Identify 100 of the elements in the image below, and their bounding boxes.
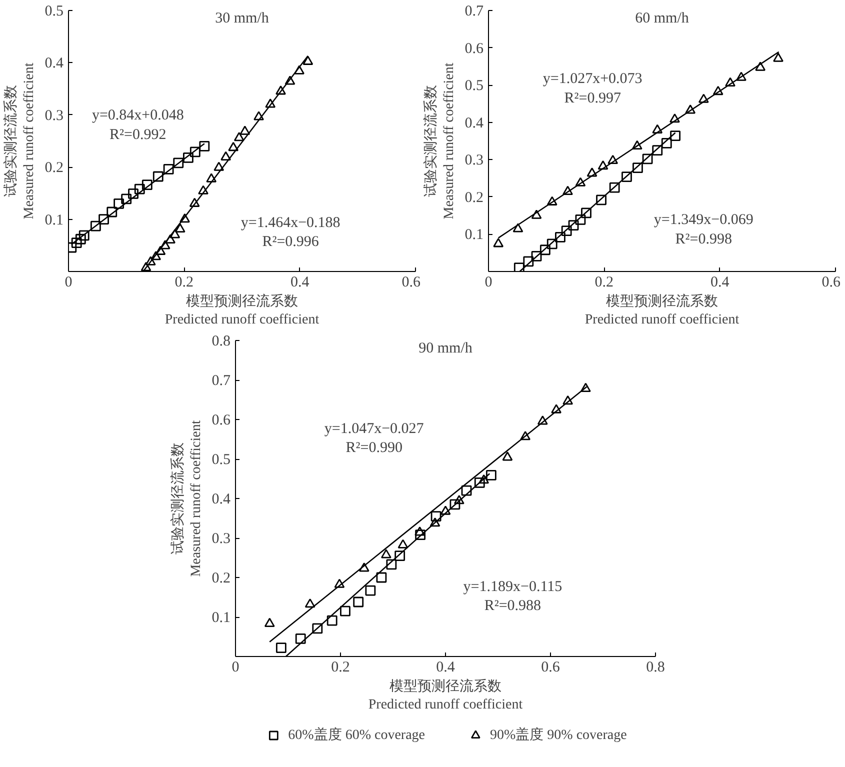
point [326, 615, 338, 626]
point [685, 104, 696, 114]
point [264, 618, 275, 628]
y-tick-label: 0.3 [464, 152, 484, 169]
point [276, 86, 286, 95]
point [228, 142, 239, 152]
x-tick-label: 0.4 [710, 274, 730, 290]
x-axis-title: 模型预测径流系数 Predicted runoff coefficient [584, 294, 740, 328]
point [596, 194, 606, 206]
chart-title: 30 mm/h [215, 10, 270, 26]
point [155, 246, 166, 255]
point [394, 550, 406, 561]
x-tick-label: 0.6 [402, 274, 421, 290]
point [295, 634, 306, 644]
annotation: y=0.84x+0.048 R²=0.992 [92, 108, 184, 143]
point [537, 416, 548, 425]
point [551, 404, 562, 414]
point [220, 151, 232, 160]
point [294, 65, 304, 74]
y-tick-label: 0.7 [464, 4, 484, 20]
point [642, 154, 653, 164]
y-tick-label: 0.6 [212, 412, 231, 428]
point [240, 126, 250, 135]
point [531, 251, 542, 262]
point [450, 499, 460, 510]
point [581, 208, 592, 218]
y-tick-label: 0.7 [212, 373, 231, 389]
point [486, 470, 496, 480]
y-tick-label: 0.4 [44, 56, 64, 72]
point [165, 234, 176, 244]
point [598, 160, 608, 170]
point [340, 606, 350, 616]
point [622, 172, 632, 182]
point [190, 146, 200, 158]
point [632, 140, 642, 150]
x-tick-label: 0 [232, 660, 240, 676]
x-tick-label: 0.6 [822, 274, 841, 290]
point [106, 206, 118, 218]
point [531, 210, 542, 219]
point [234, 132, 244, 142]
point [561, 226, 572, 236]
y-tick-label: 0.4 [212, 492, 231, 508]
point [380, 549, 392, 558]
point [98, 214, 109, 224]
y-tick-label: 0.8 [212, 334, 230, 350]
point [493, 238, 504, 248]
point [199, 141, 210, 152]
point [546, 196, 558, 206]
point [514, 262, 524, 272]
point [180, 213, 190, 223]
point [145, 256, 156, 266]
point [128, 188, 138, 199]
point [265, 98, 276, 108]
annotation: y=1.349x−0.069 R²=0.998 [654, 212, 754, 248]
y-tick-label: 0.1 [212, 610, 230, 626]
point [183, 152, 194, 163]
point [140, 262, 152, 272]
point [170, 229, 180, 238]
point [575, 214, 586, 225]
legend-label: 60%盖度 60% coverage [288, 726, 425, 744]
point [71, 238, 82, 248]
point [736, 72, 746, 81]
point [670, 130, 680, 141]
point [609, 182, 620, 193]
y-tick-label: 0.6 [464, 40, 484, 57]
point [430, 511, 442, 522]
point [78, 230, 90, 241]
y-tick-label: 0.1 [464, 227, 484, 244]
point [121, 194, 132, 204]
y-axis-title: 试验实测径流系数 Measured runoff coefficient [2, 62, 37, 220]
point [586, 168, 598, 177]
x-tick-label: 0 [64, 274, 72, 290]
y-tick-label: 0.1 [44, 212, 64, 228]
point [568, 220, 579, 230]
point [276, 642, 286, 654]
point [358, 562, 370, 572]
point [214, 162, 224, 171]
point [698, 94, 709, 103]
x-tick-label: 0.8 [646, 660, 665, 676]
point [398, 539, 408, 548]
y-tick-label: 0.5 [464, 78, 484, 94]
x-tick-label: 0.4 [436, 660, 456, 676]
point [562, 395, 574, 405]
y-tick-label: 0.2 [44, 160, 64, 176]
point [440, 506, 451, 515]
point [75, 234, 86, 244]
point [478, 474, 490, 484]
point [474, 478, 485, 488]
point [540, 244, 550, 256]
point [520, 430, 530, 440]
point [454, 494, 464, 504]
point [562, 186, 573, 196]
point [652, 124, 663, 134]
point [661, 138, 672, 148]
point [304, 598, 316, 608]
point [652, 145, 663, 156]
point [415, 530, 426, 540]
annotation: y=1.189x−0.115 R²=0.988 [463, 578, 562, 614]
chart-title: 60 mm/h [635, 10, 690, 26]
point [502, 452, 513, 461]
